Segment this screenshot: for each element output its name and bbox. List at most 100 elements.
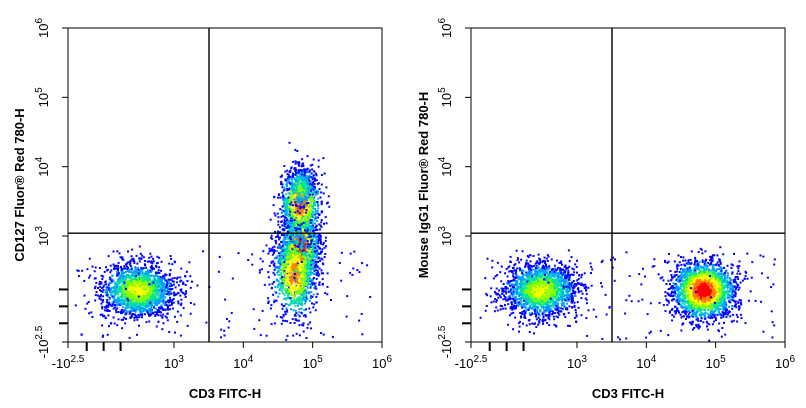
event-dot	[310, 219, 313, 222]
event-dot	[98, 295, 101, 298]
event-dot	[121, 256, 124, 259]
event-dot	[142, 256, 145, 259]
event-dot	[159, 294, 162, 297]
event-dot	[139, 279, 142, 282]
event-dot	[138, 288, 141, 291]
event-dot	[114, 284, 117, 287]
event-dot	[286, 197, 289, 200]
event-dot	[155, 289, 158, 292]
event-dot	[127, 295, 130, 298]
event-dot	[279, 256, 282, 259]
event-dot	[282, 319, 284, 322]
event-dot	[121, 296, 124, 299]
event-dot	[130, 307, 133, 309]
event-dot	[90, 311, 93, 314]
event-dot	[118, 299, 121, 302]
event-dot	[288, 209, 291, 212]
event-dot	[324, 216, 327, 219]
event-dot	[146, 299, 149, 302]
event-dot	[305, 267, 308, 270]
event-dot	[302, 237, 305, 239]
event-dot	[133, 271, 136, 274]
event-dot	[105, 283, 108, 286]
event-dot	[126, 262, 129, 265]
event-dot	[109, 278, 112, 281]
event-dot	[290, 308, 292, 311]
event-dot	[301, 259, 304, 262]
event-dot	[133, 295, 136, 298]
event-dot	[312, 268, 315, 271]
event-dot	[286, 182, 288, 185]
event-dot	[302, 283, 305, 286]
event-dot	[150, 297, 153, 299]
event-dot	[167, 282, 170, 285]
event-dot	[320, 269, 323, 272]
event-dot	[155, 264, 158, 267]
event-dot	[137, 277, 139, 280]
event-dot	[106, 298, 109, 301]
event-dot	[144, 275, 147, 278]
event-dot	[305, 214, 307, 216]
event-dot	[284, 206, 287, 209]
event-dot	[289, 214, 292, 217]
event-dot	[319, 252, 322, 255]
event-dot	[132, 291, 135, 294]
event-dot	[299, 169, 302, 172]
event-dot	[300, 257, 303, 260]
event-dot	[316, 182, 319, 185]
event-dot	[291, 199, 294, 202]
event-dot	[286, 213, 289, 216]
event-dot	[127, 289, 130, 292]
event-dot	[315, 266, 318, 268]
event-dot	[291, 194, 294, 197]
event-dot	[161, 287, 164, 290]
event-dot	[139, 312, 142, 315]
event-dot	[283, 223, 286, 226]
event-dot	[132, 313, 135, 316]
event-dot	[172, 298, 175, 300]
event-dot	[287, 192, 290, 195]
event-dot	[314, 235, 317, 238]
event-dot	[299, 237, 302, 240]
event-dot	[129, 302, 131, 305]
event-dot	[280, 252, 283, 255]
event-dot	[144, 290, 146, 293]
event-dot	[121, 311, 123, 314]
event-dot	[308, 292, 311, 295]
event-dot	[288, 205, 291, 208]
event-dot	[127, 306, 129, 309]
event-dot	[294, 282, 297, 285]
event-dot	[276, 285, 279, 288]
event-dot	[156, 292, 159, 295]
event-dot	[305, 289, 308, 292]
event-dot	[304, 229, 306, 232]
event-dot	[276, 230, 279, 233]
event-dot	[120, 318, 123, 321]
event-dot	[295, 224, 298, 227]
event-dot	[182, 292, 185, 295]
event-dot	[281, 267, 284, 270]
event-dot	[119, 285, 122, 288]
event-dot	[293, 207, 296, 210]
event-dot	[120, 302, 122, 305]
event-dot	[293, 291, 296, 294]
event-dot	[152, 305, 155, 308]
event-dot	[105, 301, 108, 304]
event-dot	[120, 275, 123, 278]
event-dot	[316, 189, 319, 192]
event-dot	[106, 301, 109, 304]
event-dot	[293, 286, 296, 289]
event-dot	[324, 253, 327, 255]
event-dot	[306, 240, 309, 243]
event-dot	[277, 284, 280, 287]
event-dot	[311, 214, 314, 217]
event-dot	[295, 267, 298, 270]
event-dot	[274, 286, 277, 289]
event-dot	[168, 262, 171, 265]
event-dot	[112, 316, 115, 319]
event-dot	[131, 297, 134, 300]
event-dot	[267, 302, 270, 305]
event-dot	[309, 295, 312, 298]
event-dot	[139, 309, 141, 312]
event-dot	[139, 272, 142, 275]
